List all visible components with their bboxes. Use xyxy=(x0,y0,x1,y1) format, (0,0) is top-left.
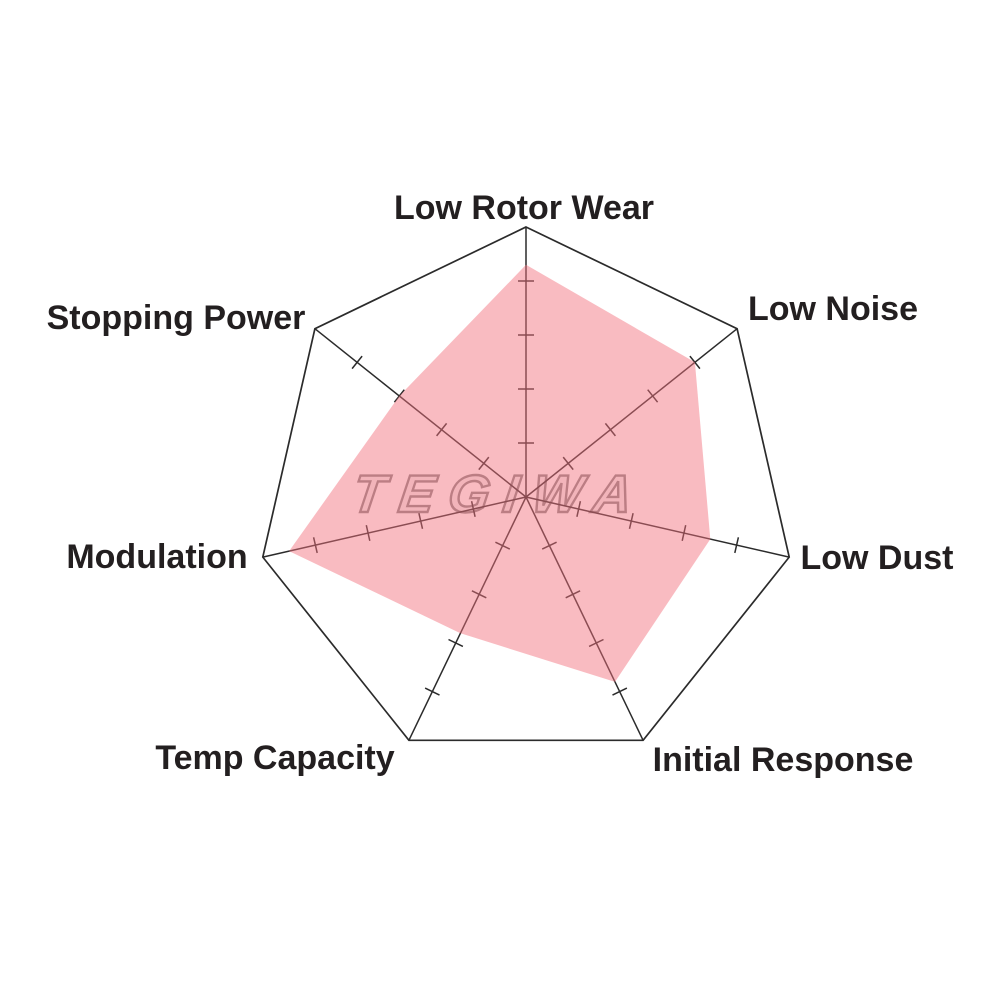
axis-tick xyxy=(424,687,440,696)
axis-spoke xyxy=(314,328,527,498)
axis-tick xyxy=(436,422,448,437)
axis-label-temp-capacity: Temp Capacity xyxy=(155,739,394,777)
axis-label-initial-response: Initial Response xyxy=(653,741,914,779)
axis-tick xyxy=(448,638,464,648)
axis-labels: Low Rotor Wear Low Noise Low Dust Initia… xyxy=(47,189,954,779)
axis-tick xyxy=(734,537,740,554)
radar-grid xyxy=(261,226,791,742)
axis-tick xyxy=(541,541,557,550)
axis-tick xyxy=(647,389,659,403)
axis-tick xyxy=(351,355,363,370)
axis-tick xyxy=(604,422,616,437)
axis-tick xyxy=(312,537,318,554)
outer-boundary xyxy=(261,226,791,742)
axis-spoke xyxy=(525,496,644,741)
axis-label-modulation: Modulation xyxy=(66,538,247,576)
axis-tick xyxy=(418,513,424,529)
axis-tick xyxy=(565,590,581,599)
axis-label-low-noise: Low Noise xyxy=(748,290,918,328)
axis-label-low-rotor-wear: Low Rotor Wear xyxy=(394,189,654,227)
axis-spoke xyxy=(525,328,738,498)
axis-tick xyxy=(612,687,628,696)
axis-tick xyxy=(365,525,371,541)
axis-tick xyxy=(495,541,511,550)
axis-tick xyxy=(471,590,487,599)
axis-spoke xyxy=(525,496,790,558)
axis-tick xyxy=(562,456,574,471)
axis-spoke xyxy=(262,496,527,558)
axis-tick xyxy=(393,389,405,403)
axis-tick xyxy=(478,456,490,471)
data-polygon xyxy=(289,264,711,682)
axis-tick xyxy=(576,501,582,517)
axis-tick xyxy=(689,355,701,370)
axis-spoke xyxy=(408,496,527,741)
axis-label-stopping-power: Stopping Power xyxy=(47,299,306,337)
axis-tick xyxy=(470,501,476,517)
axis-tick xyxy=(588,638,604,648)
axis-tick xyxy=(681,525,687,541)
axis-label-low-dust: Low Dust xyxy=(801,539,954,577)
axis-tick xyxy=(628,513,634,529)
